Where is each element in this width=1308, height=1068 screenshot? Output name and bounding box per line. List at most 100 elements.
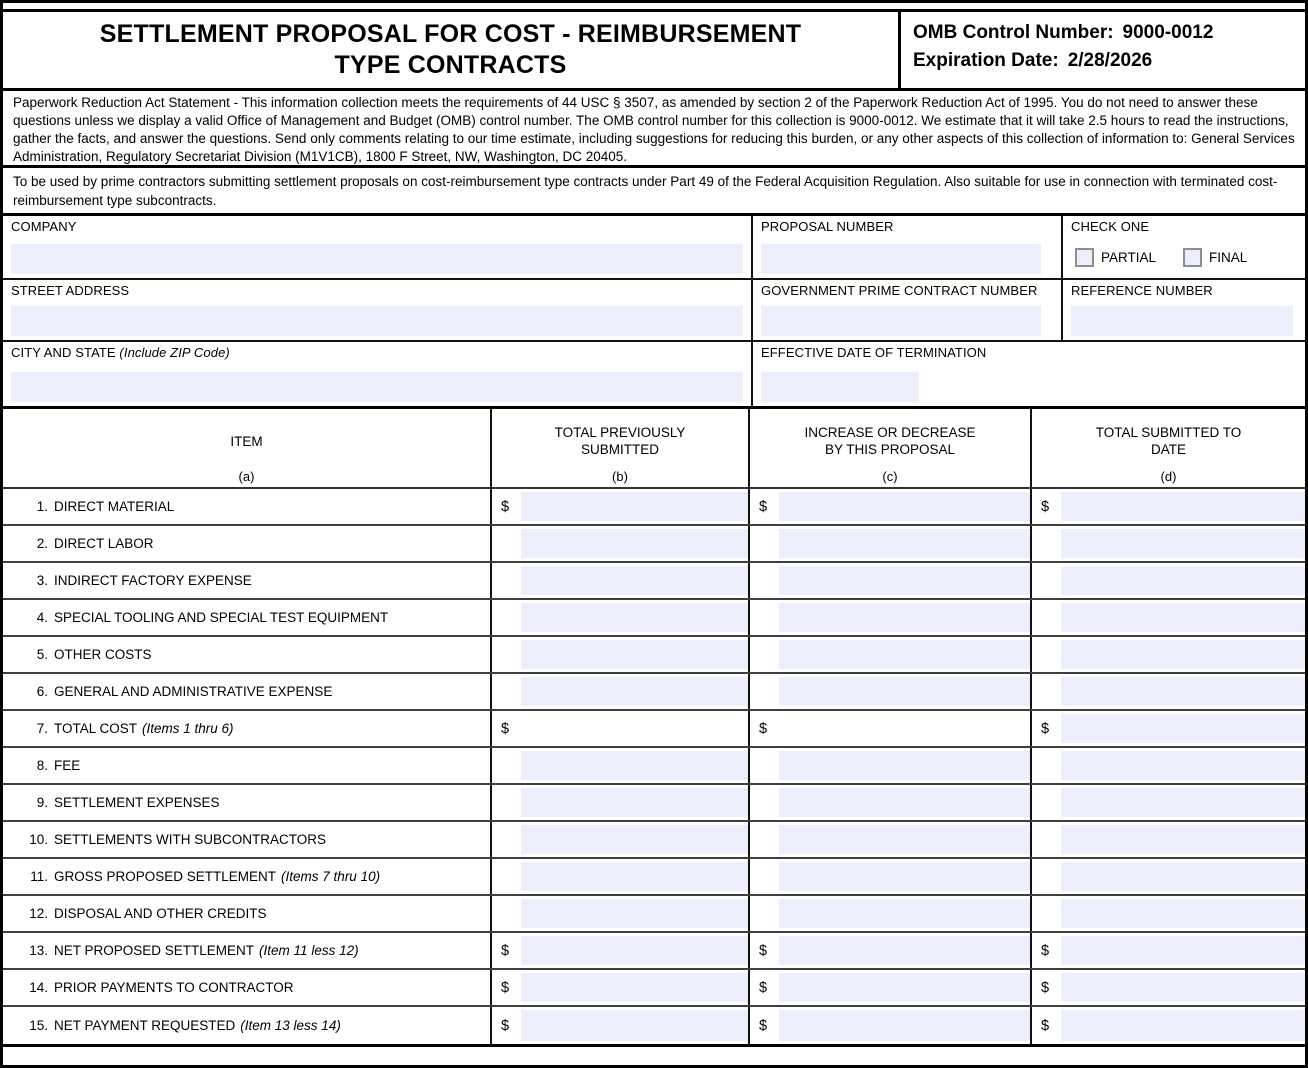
amount-cell-submitted-to-date bbox=[1030, 563, 1305, 598]
amount-field[interactable] bbox=[521, 1010, 748, 1041]
amount-field[interactable] bbox=[779, 788, 1030, 817]
company-label: COMPANY bbox=[11, 219, 77, 234]
proposal-number-input[interactable] bbox=[761, 244, 1041, 274]
amount-field[interactable] bbox=[521, 492, 748, 521]
amount-field[interactable] bbox=[779, 899, 1030, 928]
settlement-proposal-form: SETTLEMENT PROPOSAL FOR COST - REIMBURSE… bbox=[3, 9, 1305, 1047]
table-row: 13. NET PROPOSED SETTLEMENT (Item 11 les… bbox=[3, 933, 1305, 970]
dollar-sign: $ bbox=[759, 498, 768, 515]
omb-expiration: Expiration Date: 2/28/2026 bbox=[913, 47, 1299, 75]
amount-field[interactable] bbox=[521, 603, 748, 632]
omb-box: OMB Control Number: 9000-0012 Expiration … bbox=[898, 12, 1305, 88]
item-label: DIRECT MATERIAL bbox=[54, 499, 175, 514]
dollar-sign bbox=[750, 785, 779, 820]
item-cell: 2. DIRECT LABOR bbox=[3, 526, 490, 561]
item-label: OTHER COSTS bbox=[54, 647, 152, 662]
amount-field[interactable] bbox=[1061, 492, 1305, 521]
item-label: DIRECT LABOR bbox=[54, 536, 154, 551]
amount-field[interactable] bbox=[779, 492, 1030, 521]
header-increase-decrease: INCREASE OR DECREASE BY THIS PROPOSAL (c… bbox=[748, 409, 1030, 487]
amount-field[interactable] bbox=[779, 529, 1030, 558]
city-state-cell: CITY AND STATE (Include ZIP Code) bbox=[3, 342, 751, 406]
amount-field[interactable] bbox=[521, 677, 748, 706]
dollar-sign: $ bbox=[1041, 979, 1050, 996]
amount-field[interactable] bbox=[521, 640, 748, 669]
amount-field[interactable] bbox=[1061, 640, 1305, 669]
partial-checkbox[interactable] bbox=[1075, 248, 1094, 267]
check-one-options: PARTIAL FINAL bbox=[1071, 248, 1299, 267]
amount-field[interactable] bbox=[1061, 603, 1305, 632]
form-header: SETTLEMENT PROPOSAL FOR COST - REIMBURSE… bbox=[3, 9, 1305, 91]
amount-field[interactable] bbox=[521, 566, 748, 595]
amount-field[interactable] bbox=[779, 973, 1030, 1002]
final-checkbox[interactable] bbox=[1183, 248, 1203, 267]
title-cell: SETTLEMENT PROPOSAL FOR COST - REIMBURSE… bbox=[3, 12, 898, 88]
amount-field[interactable] bbox=[1061, 677, 1305, 706]
reference-number-cell: REFERENCE NUMBER bbox=[1061, 280, 1305, 340]
gov-prime-contract-label: GOVERNMENT PRIME CONTRACT NUMBER bbox=[761, 283, 1038, 298]
amount-field[interactable] bbox=[779, 825, 1030, 854]
gov-prime-contract-input[interactable] bbox=[761, 306, 1041, 336]
amount-field[interactable] bbox=[779, 1010, 1030, 1041]
table-row: 5. OTHER COSTS bbox=[3, 637, 1305, 674]
amount-field[interactable] bbox=[521, 936, 748, 965]
cost-table-header: ITEM (a) TOTAL PREVIOUSLY SUBMITTED (b) … bbox=[3, 409, 1305, 489]
amount-cell-increase-decrease: $ bbox=[748, 1007, 1030, 1044]
contractor-info-grid: COMPANY PROPOSAL NUMBER CHECK ONE PARTIA… bbox=[3, 216, 1305, 409]
dollar-sign bbox=[750, 526, 779, 561]
amount-field[interactable] bbox=[521, 529, 748, 558]
amount-field[interactable] bbox=[521, 862, 748, 891]
amount-field[interactable] bbox=[779, 862, 1030, 891]
amount-cell-submitted-to-date bbox=[1030, 859, 1305, 894]
amount-field[interactable] bbox=[779, 603, 1030, 632]
amount-field[interactable] bbox=[1061, 1010, 1305, 1041]
item-number: 6. bbox=[36, 684, 48, 699]
amount-field[interactable] bbox=[521, 825, 748, 854]
city-state-input[interactable] bbox=[11, 372, 743, 402]
amount-field[interactable] bbox=[1061, 862, 1305, 891]
item-cell: 9. SETTLEMENT EXPENSES bbox=[3, 785, 490, 820]
table-row: 3. INDIRECT FACTORY EXPENSE bbox=[3, 563, 1305, 600]
dollar-sign: $ bbox=[1041, 720, 1050, 737]
amount-field[interactable] bbox=[1061, 751, 1305, 780]
effective-date-input[interactable] bbox=[761, 372, 919, 402]
amount-field[interactable] bbox=[779, 640, 1030, 669]
amount-field[interactable] bbox=[779, 714, 1030, 743]
amount-field[interactable] bbox=[1061, 936, 1305, 965]
amount-cell-submitted-to-date bbox=[1030, 674, 1305, 709]
amount-field[interactable] bbox=[521, 751, 748, 780]
item-number: 7. bbox=[36, 721, 48, 736]
amount-field[interactable] bbox=[521, 788, 748, 817]
dollar-sign bbox=[1032, 785, 1061, 820]
amount-field[interactable] bbox=[521, 714, 748, 743]
amount-cell-submitted-to-date bbox=[1030, 896, 1305, 931]
amount-field[interactable] bbox=[1061, 825, 1305, 854]
amount-field[interactable] bbox=[779, 566, 1030, 595]
amount-field[interactable] bbox=[779, 751, 1030, 780]
item-number: 2. bbox=[36, 536, 48, 551]
item-cell: 5. OTHER COSTS bbox=[3, 637, 490, 672]
company-input[interactable] bbox=[11, 244, 743, 274]
amount-field[interactable] bbox=[779, 936, 1030, 965]
item-label: DISPOSAL AND OTHER CREDITS bbox=[54, 906, 267, 921]
company-cell: COMPANY bbox=[3, 216, 751, 278]
amount-field[interactable] bbox=[521, 973, 748, 1002]
info-row-city: CITY AND STATE (Include ZIP Code) EFFECT… bbox=[3, 342, 1305, 406]
amount-field[interactable] bbox=[1061, 714, 1305, 743]
expiration-value: 2/28/2026 bbox=[1067, 50, 1153, 71]
amount-field[interactable] bbox=[1061, 566, 1305, 595]
amount-field[interactable] bbox=[1061, 899, 1305, 928]
effective-date-cell: EFFECTIVE DATE OF TERMINATION bbox=[751, 342, 1305, 406]
header-item-sub: (a) bbox=[238, 469, 255, 484]
amount-field[interactable] bbox=[1061, 788, 1305, 817]
table-row: 2. DIRECT LABOR bbox=[3, 526, 1305, 563]
amount-field[interactable] bbox=[521, 899, 748, 928]
amount-field[interactable] bbox=[1061, 973, 1305, 1002]
dollar-sign bbox=[1032, 896, 1061, 931]
amount-field[interactable] bbox=[779, 677, 1030, 706]
item-number: 12. bbox=[29, 906, 48, 921]
street-address-input[interactable] bbox=[11, 306, 743, 336]
amount-field[interactable] bbox=[1061, 529, 1305, 558]
reference-number-input[interactable] bbox=[1071, 306, 1293, 336]
item-number: 13. bbox=[29, 943, 48, 958]
